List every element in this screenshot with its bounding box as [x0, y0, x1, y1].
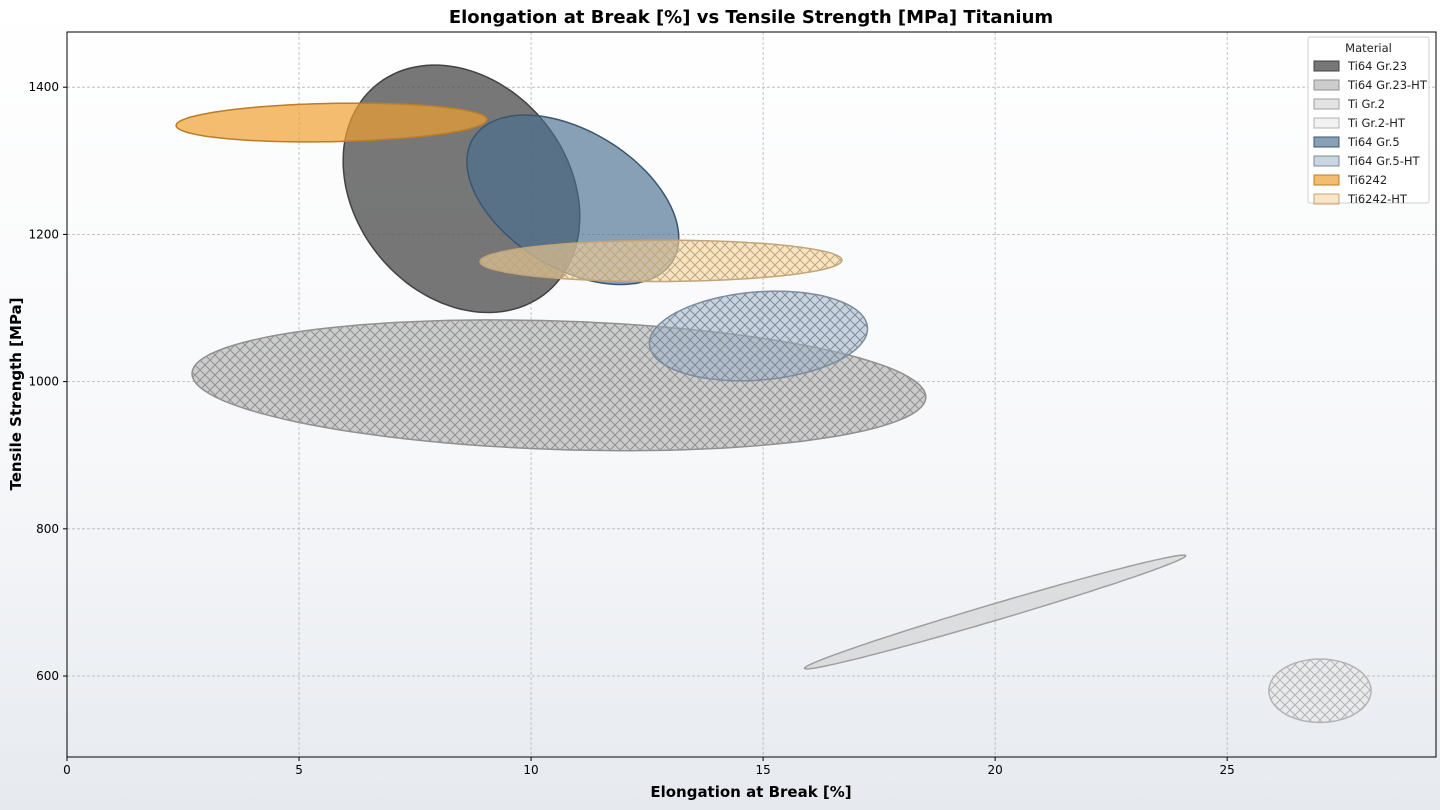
- ellipse-ti-gr-2: [803, 554, 1187, 670]
- legend-label: Ti64 Gr.5-HT: [1347, 154, 1421, 168]
- y-tick-label: 800: [36, 522, 59, 536]
- y-tick-label: 600: [36, 669, 59, 683]
- ellipse-ti6242: [175, 102, 488, 143]
- legend-label: Ti6242-HT: [1347, 192, 1408, 206]
- x-tick-label: 5: [295, 763, 303, 777]
- legend-label: Ti64 Gr.5: [1347, 135, 1400, 149]
- legend-item: Ti6242: [1313, 173, 1387, 187]
- legend-item: Ti6242-HT: [1313, 192, 1408, 206]
- legend-swatch: [1313, 98, 1340, 110]
- legend-swatch: [1313, 60, 1340, 72]
- x-tick-label: 15: [755, 763, 770, 777]
- x-axis-label: Elongation at Break [%]: [650, 783, 851, 801]
- legend-swatch: [1313, 136, 1340, 148]
- ellipse-ti6242-ht: [479, 239, 843, 283]
- chart-title: Elongation at Break [%] vs Tensile Stren…: [449, 7, 1053, 28]
- legend-item: Ti64 Gr.23-HT: [1313, 78, 1428, 92]
- x-tick-label: 0: [63, 763, 71, 777]
- y-tick-label: 1200: [28, 227, 59, 241]
- x-tick-label: 25: [1220, 763, 1235, 777]
- legend-item: Ti64 Gr.5: [1313, 135, 1400, 149]
- y-tick-label: 1000: [28, 375, 59, 389]
- legend-label: Ti64 Gr.23-HT: [1347, 78, 1428, 92]
- ellipse-ti64-gr-5-ht: [648, 290, 869, 382]
- legend-item: Ti Gr.2: [1313, 97, 1385, 111]
- legend-swatch: [1313, 193, 1340, 205]
- legend-swatch: [1313, 117, 1340, 129]
- x-tick-label: 20: [987, 763, 1002, 777]
- legend-swatch: [1313, 79, 1340, 91]
- legend-swatch: [1313, 174, 1340, 186]
- legend-label: Ti Gr.2: [1347, 97, 1385, 111]
- legend-label: Ti6242: [1347, 173, 1387, 187]
- y-tick-label: 1400: [28, 80, 59, 94]
- legend: Material Ti64 Gr.23 Ti64 Gr.23-HT Ti Gr.2 Ti…: [1307, 36, 1430, 206]
- plot-frame: [66, 31, 1437, 758]
- legend-label: Ti Gr.2-HT: [1347, 116, 1406, 130]
- ticks: 0 5 10 15 20 25 600 800 1000 1200 1400: [28, 80, 1234, 777]
- y-axis-label: Tensile Strength [MPa]: [7, 297, 25, 490]
- legend-title: Material: [1345, 41, 1392, 55]
- legend-item: Ti Gr.2-HT: [1313, 116, 1406, 130]
- ellipse-ti-gr-2-ht: [1268, 658, 1372, 724]
- legend-item: Ti64 Gr.5-HT: [1313, 154, 1421, 168]
- legend-item: Ti64 Gr.23: [1313, 59, 1407, 73]
- legend-label: Ti64 Gr.23: [1347, 59, 1407, 73]
- x-tick-label: 10: [523, 763, 538, 777]
- legend-swatch: [1313, 155, 1340, 167]
- plot-area: [175, 64, 1372, 724]
